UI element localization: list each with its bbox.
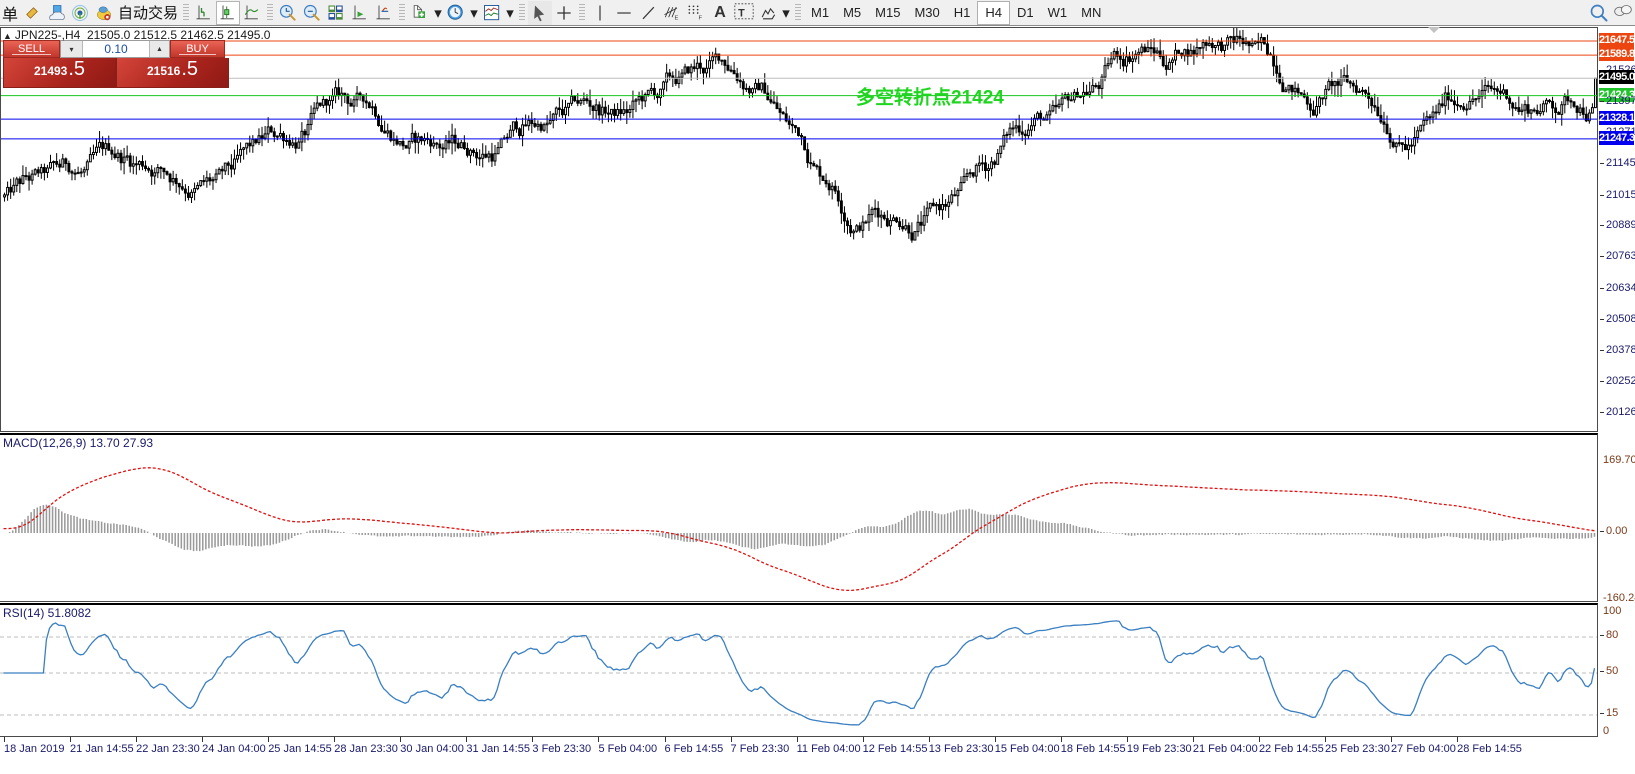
svg-text:T: T bbox=[738, 7, 745, 19]
svg-text:多空转折点21424: 多空转折点21424 bbox=[856, 86, 1004, 109]
svg-text:E: E bbox=[675, 15, 679, 21]
svg-text:F: F bbox=[699, 15, 703, 21]
